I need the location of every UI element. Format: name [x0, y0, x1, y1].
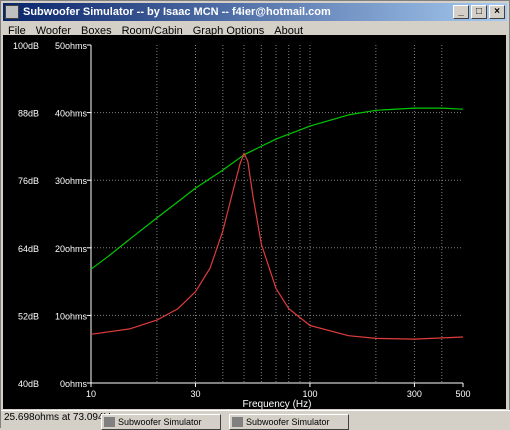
menu-room-cabin[interactable]: Room/Cabin: [121, 25, 183, 37]
window-title: Subwoofer Simulator -- by Isaac MCN -- f…: [23, 6, 331, 18]
x-tick-label: 500: [455, 389, 470, 399]
menu-boxes[interactable]: Boxes: [81, 25, 112, 37]
menu-file[interactable]: File: [8, 25, 26, 37]
status-readout: 25.698ohms at 73.094Hz: [4, 412, 116, 423]
y-tick-label-ohms: 50ohms: [55, 41, 88, 51]
x-tick-label: 30: [190, 389, 200, 399]
x-tick-label: 10: [86, 389, 96, 399]
menu-woofer[interactable]: Woofer: [35, 25, 71, 37]
y-tick-label-db: 76dB: [18, 176, 39, 186]
impedance-line: [90, 152, 464, 340]
y-tick-label-ohms: 0ohms: [60, 379, 88, 389]
minimize-button[interactable]: _: [453, 5, 469, 19]
y-tick-label-db: 40dB: [18, 379, 39, 389]
y-tick-label-db: 88dB: [18, 109, 39, 119]
x-tick-label: 100: [302, 389, 317, 399]
y-tick-label-db: 52dB: [18, 311, 39, 321]
menu-bar: File Woofer Boxes Room/Cabin Graph Optio…: [3, 22, 308, 40]
menu-graph-options[interactable]: Graph Options: [192, 25, 265, 37]
y-tick-label-db: 100dB: [13, 41, 39, 51]
y-tick-label-ohms: 40ohms: [55, 109, 88, 119]
maximize-button[interactable]: □: [471, 5, 487, 19]
y-tick-label-ohms: 20ohms: [55, 244, 88, 254]
menu-about[interactable]: About: [274, 25, 304, 37]
right-edge: [506, 35, 509, 409]
y-tick-label-db: 64dB: [18, 244, 39, 254]
x-axis-label: Frequency (Hz): [243, 399, 312, 409]
app-icon: [5, 5, 19, 19]
spl-response-line: [90, 107, 464, 270]
title-bar[interactable]: Subwoofer Simulator -- by Isaac MCN -- f…: [3, 3, 507, 21]
y-tick-label-ohms: 10ohms: [55, 311, 88, 321]
graph-area[interactable]: 40dB 0ohms 52dB 10ohms 64dB 20ohms 76dB 30ohms 8…: [3, 35, 507, 410]
x-tick-label: 300: [407, 389, 422, 399]
frequency-response-chart: 40dB 0ohms 52dB 10ohms 64dB 20ohms 76dB 30ohms 8…: [13, 41, 471, 410]
close-button[interactable]: ×: [489, 5, 505, 19]
status-bar: 25.698ohms at 73.094Hz Subwoofer Simulat…: [1, 410, 510, 430]
y-tick-label-ohms: 30ohms: [55, 176, 88, 186]
